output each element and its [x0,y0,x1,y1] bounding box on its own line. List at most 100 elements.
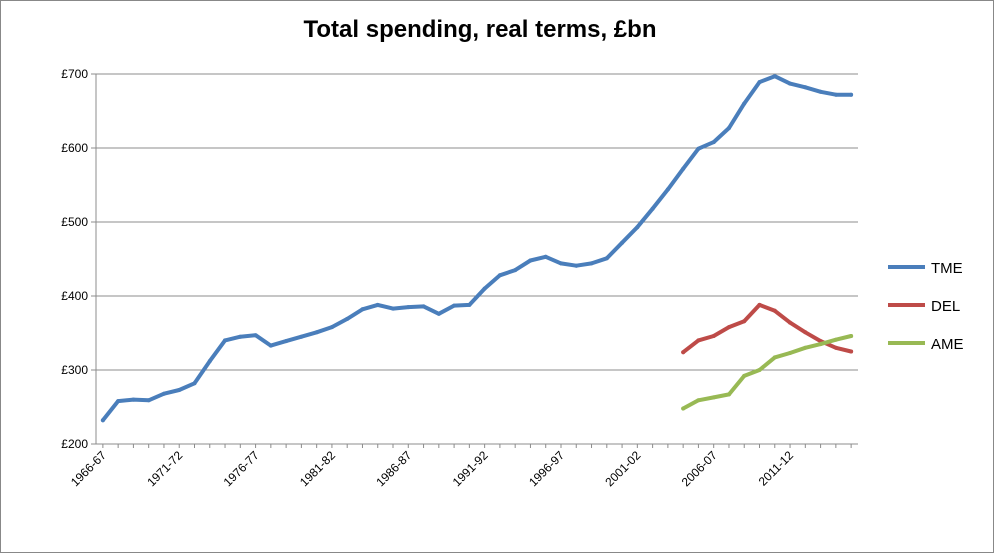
data-point-tme [513,268,518,273]
y-tick-label: £400 [61,289,88,303]
data-point-ame [818,342,823,347]
data-point-tme [162,391,166,396]
legend-label-del: DEL [931,298,960,315]
data-point-del [757,302,762,307]
legend: TME DEL AME [888,260,964,353]
data-point-del [727,325,731,330]
x-tick-label: 1971-72 [144,448,185,489]
data-point-tme [727,126,731,130]
series-lines [100,74,854,423]
data-point-tme [329,325,334,330]
data-point-tme [223,338,227,343]
x-tick-label: 1996-97 [526,448,567,489]
series-line-del [681,302,854,355]
data-point-tme [833,92,838,97]
y-tick-label: £200 [61,437,88,451]
x-tick-label: 1986-87 [373,448,414,489]
data-point-tme [131,397,136,402]
data-point-tme [818,89,823,94]
x-tick-label: 2006-07 [679,448,720,489]
data-point-tme [635,225,640,230]
data-point-tme [849,92,854,97]
data-point-tme [543,254,548,259]
data-point-tme [146,398,151,403]
data-point-tme [177,388,182,392]
data-point-tme [650,206,655,211]
data-point-del [772,308,777,313]
data-point-tme [238,334,243,339]
y-tick-label: £600 [61,141,88,155]
data-point-tme [314,330,319,335]
data-point-del [742,319,747,324]
data-point-ame [803,345,808,350]
data-point-tme [589,261,594,266]
data-point-tme [665,187,670,192]
x-tick-label: 2001-02 [602,448,643,489]
data-point-tme [604,256,609,261]
series-line-tme [100,74,854,423]
y-tick-label: £700 [61,67,88,81]
data-point-tme [482,286,487,291]
data-point-tme [268,343,273,348]
data-point-del [833,345,838,350]
data-point-ame [742,373,747,378]
data-point-ame [696,398,701,403]
data-point-tme [284,339,289,344]
x-tick-label: 1991-92 [450,448,491,489]
data-point-del [681,350,686,355]
data-point-tme [253,333,258,338]
series-line-ame [681,334,854,411]
y-tick-label: £500 [61,215,88,229]
x-tick-label: 2011-12 [756,448,797,489]
y-axis-ticks: £200 £300 £400 £500 £600 £700 [61,67,96,451]
data-point-tme [696,146,701,151]
data-point-ame [788,351,792,355]
data-point-tme [742,101,747,106]
data-point-tme [192,381,197,386]
data-point-ame [772,355,777,360]
data-point-del [849,349,854,354]
data-point-tme [681,166,686,171]
grid-lines [96,73,858,371]
data-point-tme [467,302,472,307]
data-point-tme [116,399,121,404]
data-point-ame [681,406,686,411]
data-point-tme [559,261,563,266]
data-point-tme [788,81,792,86]
data-point-tme [406,305,411,310]
data-point-tme [711,140,716,145]
axes [95,74,858,445]
data-point-del [803,330,808,335]
data-point-tme [100,418,105,423]
data-point-del [788,320,792,325]
data-point-tme [528,258,533,263]
data-point-tme [391,306,395,311]
data-point-del [696,338,701,343]
data-point-tme [757,80,762,85]
data-point-tme [574,263,579,268]
chart-title: Total spending, real terms, £bn [303,16,657,43]
y-tick-label: £300 [61,363,88,377]
data-point-tme [299,334,304,339]
data-point-del [711,334,716,338]
data-point-tme [436,311,441,316]
legend-label-tme: TME [931,260,963,277]
data-point-tme [360,307,365,312]
data-point-ame [833,337,838,342]
data-point-tme [375,302,380,307]
x-tick-label: 1981-82 [297,448,338,489]
legend-label-ame: AME [931,336,964,353]
x-tick-label: 1966-67 [68,448,109,489]
data-point-tme [207,359,212,364]
data-point-tme [452,303,457,308]
data-point-tme [803,85,808,90]
x-axis-ticks: 1966-67 1971-72 1976-77 1981-82 1986-87 1991-… [68,444,852,489]
data-point-tme [772,74,777,79]
data-point-tme [620,240,625,245]
data-point-tme [421,304,426,309]
data-point-tme [497,273,502,278]
data-point-tme [345,316,350,321]
data-point-ame [849,334,854,338]
data-point-ame [727,392,731,397]
